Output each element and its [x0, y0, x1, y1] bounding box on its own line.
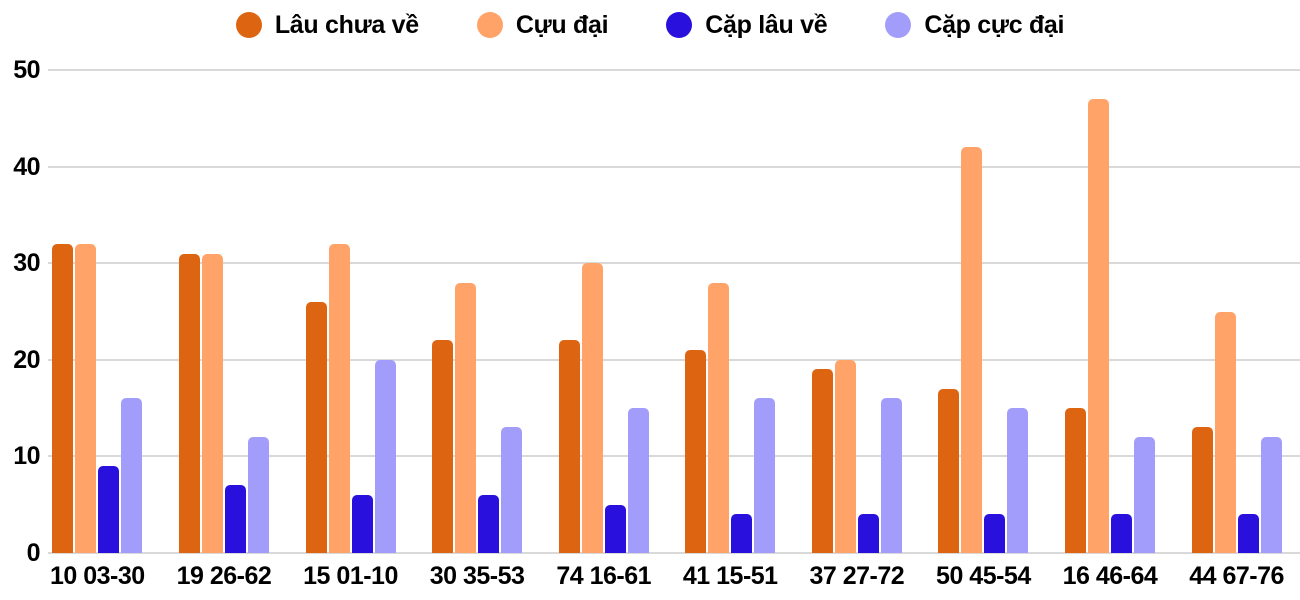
- bar-series-2-group-4: [604, 504, 626, 553]
- bar-series-1-group-6: [834, 359, 856, 553]
- legend-label: Cặp lâu về: [705, 10, 828, 39]
- y-tick-label-0: 0: [26, 539, 41, 567]
- bar-series-3-group-4: [627, 408, 649, 553]
- bar-series-2-group-5: [731, 514, 753, 553]
- bar-series-3-group-5: [754, 398, 776, 553]
- bar-groups: 10 03-30 19 26-62 15 01-10 30 35-53 74 16-61…: [48, 70, 1300, 590]
- legend-label: Lâu chưa về: [274, 10, 419, 39]
- bar-series-0-group-2: [305, 301, 327, 553]
- legend-label: Cựu đại: [515, 10, 609, 39]
- bar-series-2-group-3: [478, 495, 500, 553]
- bar-cluster: [558, 70, 649, 553]
- bar-group-5: 41 15-51: [683, 70, 778, 590]
- bar-group-9: 44 67-76: [1189, 70, 1284, 590]
- bar-series-3-group-1: [247, 437, 269, 553]
- x-axis-label: 19 26-62: [176, 562, 272, 590]
- bar-cluster: [52, 70, 143, 553]
- bar-series-2-group-6: [857, 514, 879, 553]
- bar-group-0: 10 03-30: [50, 70, 145, 590]
- x-axis-label: 37 27-72: [809, 562, 905, 590]
- bar-series-1-group-4: [581, 263, 603, 553]
- x-axis-label: 41 15-51: [682, 562, 778, 590]
- bar-group-2: 15 01-10: [303, 70, 398, 590]
- x-axis-label: 44 67-76: [1189, 562, 1284, 590]
- y-tick-label-30: 30: [13, 249, 40, 278]
- y-tick-label-10: 10: [13, 442, 40, 471]
- gridline-10: [48, 455, 1300, 458]
- legend-marker-icon: [235, 12, 262, 38]
- bar-series-2-group-2: [351, 495, 373, 553]
- bar-series-2-group-7: [984, 514, 1006, 553]
- chart-legend: Lâu chưa về Cựu đại Cặp lâu về Cặp cực đại: [0, 2, 1300, 48]
- bar-series-0-group-0: [52, 243, 74, 553]
- bar-cluster: [1064, 70, 1155, 553]
- bar-series-3-group-0: [121, 398, 143, 553]
- bar-group-1: 19 26-62: [177, 70, 272, 590]
- bar-series-2-group-8: [1110, 514, 1132, 553]
- bar-series-3-group-7: [1007, 408, 1029, 553]
- bar-series-0-group-7: [938, 388, 960, 553]
- bar-series-3-group-6: [880, 398, 902, 553]
- bar-cluster: [938, 70, 1029, 553]
- bar-series-3-group-8: [1133, 437, 1155, 553]
- x-axis-label: 50 45-54: [936, 562, 1031, 590]
- bar-series-2-group-0: [98, 466, 120, 553]
- bar-series-0-group-3: [432, 340, 454, 553]
- x-axis-label: 10 03-30: [50, 562, 145, 590]
- bar-series-1-group-7: [961, 147, 983, 553]
- gridline-30: [48, 262, 1300, 265]
- x-axis-label: 15 01-10: [303, 562, 398, 590]
- y-tick-label-40: 40: [13, 152, 40, 181]
- bar-series-0-group-6: [811, 369, 833, 553]
- bar-series-0-group-9: [1191, 427, 1213, 553]
- bar-series-1-group-8: [1087, 98, 1109, 553]
- bar-cluster: [432, 70, 523, 553]
- gridline-20: [48, 358, 1300, 361]
- bar-series-1-group-0: [75, 243, 97, 553]
- bar-series-0-group-8: [1064, 408, 1086, 553]
- y-tick-label-50: 50: [13, 56, 40, 84]
- gridline-40: [48, 165, 1300, 168]
- bar-series-3-group-2: [374, 359, 396, 553]
- legend-item-0: Lâu chưa về: [235, 10, 419, 40]
- bar-cluster: [811, 70, 902, 553]
- bar-cluster: [685, 70, 776, 553]
- bar-series-1-group-5: [708, 282, 730, 553]
- gridline-0: [48, 552, 1300, 554]
- legend-marker-icon: [666, 12, 693, 38]
- legend-label: Cặp cực đại: [924, 10, 1065, 39]
- bar-series-1-group-9: [1214, 311, 1236, 553]
- gridline-50: [48, 69, 1300, 71]
- legend-marker-icon: [885, 12, 912, 38]
- bar-series-3-group-9: [1260, 437, 1282, 553]
- bar-group-3: 30 35-53: [430, 70, 525, 590]
- bar-series-3-group-3: [501, 427, 523, 553]
- plot-area: 0 10 20 30 40 50 10 03-30 19 26-62 15 01-10 30 3…: [0, 56, 1300, 590]
- bar-group-7: 50 45-54: [936, 70, 1031, 590]
- legend-item-2: Cặp lâu về: [666, 10, 828, 40]
- bar-series-0-group-4: [558, 340, 580, 553]
- x-axis-label: 16 46-64: [1062, 562, 1158, 590]
- bar-series-1-group-2: [328, 243, 350, 553]
- bar-series-2-group-9: [1237, 514, 1259, 553]
- bar-cluster: [305, 70, 396, 553]
- bar-series-1-group-1: [201, 253, 223, 553]
- x-axis-label: 74 16-61: [556, 562, 652, 590]
- bar-series-1-group-3: [455, 282, 477, 553]
- legend-item-1: Cựu đại: [476, 10, 609, 40]
- bar-cluster: [178, 70, 269, 553]
- bar-cluster: [1191, 70, 1282, 553]
- legend-marker-icon: [476, 12, 503, 38]
- bar-series-2-group-1: [224, 485, 246, 553]
- legend-item-3: Cặp cực đại: [885, 11, 1064, 40]
- y-tick-label-20: 20: [13, 345, 40, 374]
- x-axis-label: 30 35-53: [429, 562, 525, 590]
- bar-group-6: 37 27-72: [809, 70, 905, 590]
- bar-group-4: 74 16-61: [556, 70, 652, 590]
- bar-series-0-group-5: [685, 350, 707, 553]
- bar-series-0-group-1: [178, 253, 200, 553]
- bar-group-8: 16 46-64: [1063, 70, 1158, 590]
